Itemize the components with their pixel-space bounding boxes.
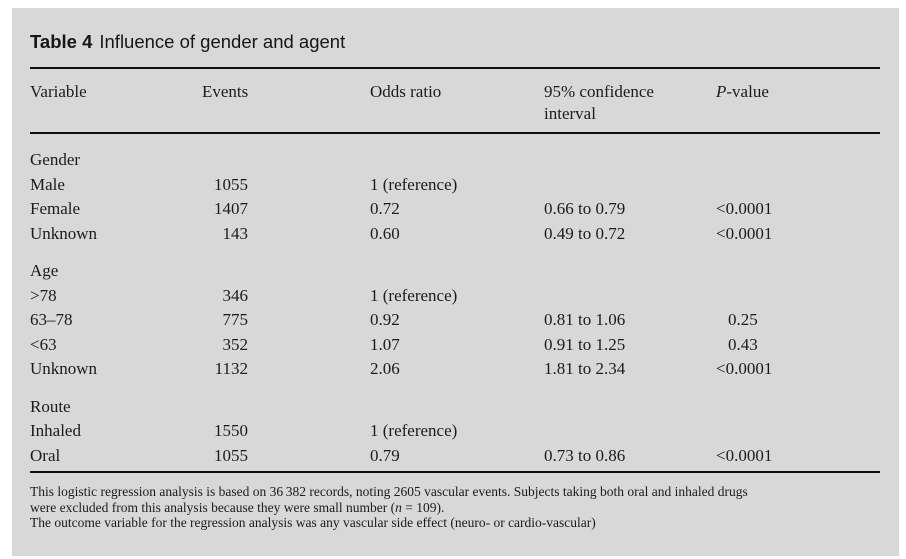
- cell-variable: >78: [30, 285, 57, 305]
- section-label: Gender: [30, 150, 81, 169]
- top-rule: [30, 67, 880, 69]
- cell-events: 1055: [202, 444, 370, 469]
- table-section: Age >78 346 1 (reference) 63–78 775 0.92 0.81 t…: [30, 259, 880, 382]
- p-value-rest: -value: [726, 82, 769, 101]
- table-section: Route Inhaled 1550 1 (reference) Oral 1055 0.7…: [30, 395, 880, 469]
- cell-events: 1132: [202, 357, 370, 382]
- table-number: Table 4: [30, 31, 93, 52]
- section-label: Age: [30, 261, 59, 280]
- table-body: Gender Male 1055 1 (reference) Female 1407 0.7…: [30, 134, 880, 468]
- cell-p-value: [716, 419, 880, 444]
- cell-confidence-interval: 0.66 to 0.79: [544, 199, 626, 218]
- table-header-row: Variable Events Odds ratio 95% confidenc…: [30, 69, 880, 126]
- cell-confidence-interval: 0.73 to 0.86: [544, 445, 626, 465]
- cell-odds-ratio: 1 (reference): [370, 285, 458, 305]
- cell-events: 775: [202, 308, 370, 333]
- events-value: 1055: [214, 445, 248, 465]
- section-label-row: Age: [30, 259, 880, 284]
- cell-events: 143: [202, 222, 370, 247]
- footnote-line-1: This logistic regression analysis is bas…: [30, 484, 748, 499]
- cell-odds-ratio: 1.07: [370, 334, 400, 354]
- cell-p-value: [716, 284, 880, 309]
- cell-odds-ratio: 1 (reference): [370, 174, 458, 194]
- table-row: Unknown 143 0.60 0.49 to 0.72 <0.0001: [30, 222, 880, 247]
- header-rule: [30, 132, 880, 134]
- cell-p-value: <0.0001: [716, 199, 773, 218]
- cell-variable: Unknown: [30, 223, 98, 243]
- p-value-italic-p: P: [716, 82, 727, 101]
- footnote-line-2-pre: were excluded from this analysis because…: [30, 499, 396, 515]
- cell-confidence-interval: [544, 419, 716, 444]
- table-footnotes: This logistic regression analysis is bas…: [30, 473, 880, 531]
- table-row: 63–78 775 0.92 0.81 to 1.06 0.25: [30, 308, 880, 333]
- column-header-confidence-interval: 95% confidence interval: [544, 82, 654, 123]
- cell-events: 1550: [202, 419, 370, 444]
- table-content: Table 4 Influence of gender and agent Var…: [30, 8, 880, 531]
- table-row: Male 1055 1 (reference): [30, 173, 880, 198]
- footnote-italic-n: n: [395, 499, 402, 515]
- table-row: Inhaled 1550 1 (reference): [30, 419, 880, 444]
- cell-confidence-interval: [544, 173, 716, 198]
- events-value: 1407: [214, 199, 248, 218]
- cell-confidence-interval: [544, 284, 716, 309]
- cell-odds-ratio: 0.79: [370, 445, 400, 465]
- cell-confidence-interval: 0.91 to 1.25: [544, 334, 626, 354]
- cell-events: 352: [202, 333, 370, 358]
- table-row: Oral 1055 0.79 0.73 to 0.86 <0.0001: [30, 444, 880, 469]
- cell-p-value: 0.43: [728, 334, 758, 354]
- table-title: Table 4 Influence of gender and agent: [30, 8, 880, 54]
- column-header-odds-ratio: Odds ratio: [370, 82, 442, 101]
- cell-variable: Inhaled: [30, 421, 81, 440]
- cell-odds-ratio: 0.72: [370, 199, 400, 218]
- table-row: <63 352 1.07 0.91 to 1.25 0.43: [30, 333, 880, 358]
- events-value: 1132: [214, 359, 248, 378]
- table-row: >78 346 1 (reference): [30, 284, 880, 309]
- section-label-row: Gender: [30, 148, 880, 173]
- cell-variable: <63: [30, 334, 57, 354]
- cell-variable: Male: [30, 174, 65, 194]
- section-label: Route: [30, 396, 71, 416]
- cell-events: 1407: [202, 197, 370, 222]
- cell-p-value: 0.25: [728, 310, 758, 329]
- footnote-line-2-post: = 109).: [401, 499, 445, 515]
- bottom-rule: [30, 471, 880, 473]
- cell-odds-ratio: 1 (reference): [370, 421, 458, 440]
- cell-odds-ratio: 0.92: [370, 310, 400, 329]
- events-value: 775: [222, 310, 249, 329]
- cell-variable: Unknown: [30, 359, 98, 378]
- column-header-p-value: P-value: [716, 81, 880, 125]
- cell-p-value: <0.0001: [716, 359, 773, 378]
- footnote-line-3: The outcome variable for the regression …: [30, 515, 596, 531]
- table-section: Gender Male 1055 1 (reference) Female 1407 0.7…: [30, 148, 880, 246]
- cell-confidence-interval: 1.81 to 2.34: [544, 359, 626, 378]
- table-row: Unknown 1132 2.06 1.81 to 2.34 <0.0001: [30, 357, 880, 382]
- cell-odds-ratio: 0.60: [370, 223, 400, 243]
- column-header-events: Events: [202, 82, 249, 101]
- table-caption: Influence of gender and agent: [99, 31, 346, 52]
- table-row: Female 1407 0.72 0.66 to 0.79 <0.0001: [30, 197, 880, 222]
- footnote-line-2: were excluded from this analysis because…: [30, 500, 880, 516]
- cell-events: 346: [202, 284, 370, 309]
- cell-p-value: [716, 173, 880, 198]
- cell-variable: Female: [30, 199, 81, 218]
- cell-p-value: <0.0001: [716, 445, 773, 465]
- events-value: 352: [222, 334, 249, 354]
- events-value: 1550: [214, 421, 248, 440]
- section-label-row: Route: [30, 395, 880, 420]
- cell-variable: 63–78: [30, 310, 73, 329]
- cell-confidence-interval: 0.81 to 1.06: [544, 310, 626, 329]
- cell-variable: Oral: [30, 445, 61, 465]
- events-value: 346: [222, 285, 249, 305]
- column-header-variable: Variable: [30, 82, 87, 101]
- cell-events: 1055: [202, 173, 370, 198]
- cell-odds-ratio: 2.06: [370, 359, 400, 378]
- cell-confidence-interval: 0.49 to 0.72: [544, 223, 626, 243]
- cell-p-value: <0.0001: [716, 223, 773, 243]
- events-value: 1055: [214, 174, 248, 194]
- table-panel: Table 4 Influence of gender and agent Var…: [12, 8, 899, 556]
- events-value: 143: [222, 223, 249, 243]
